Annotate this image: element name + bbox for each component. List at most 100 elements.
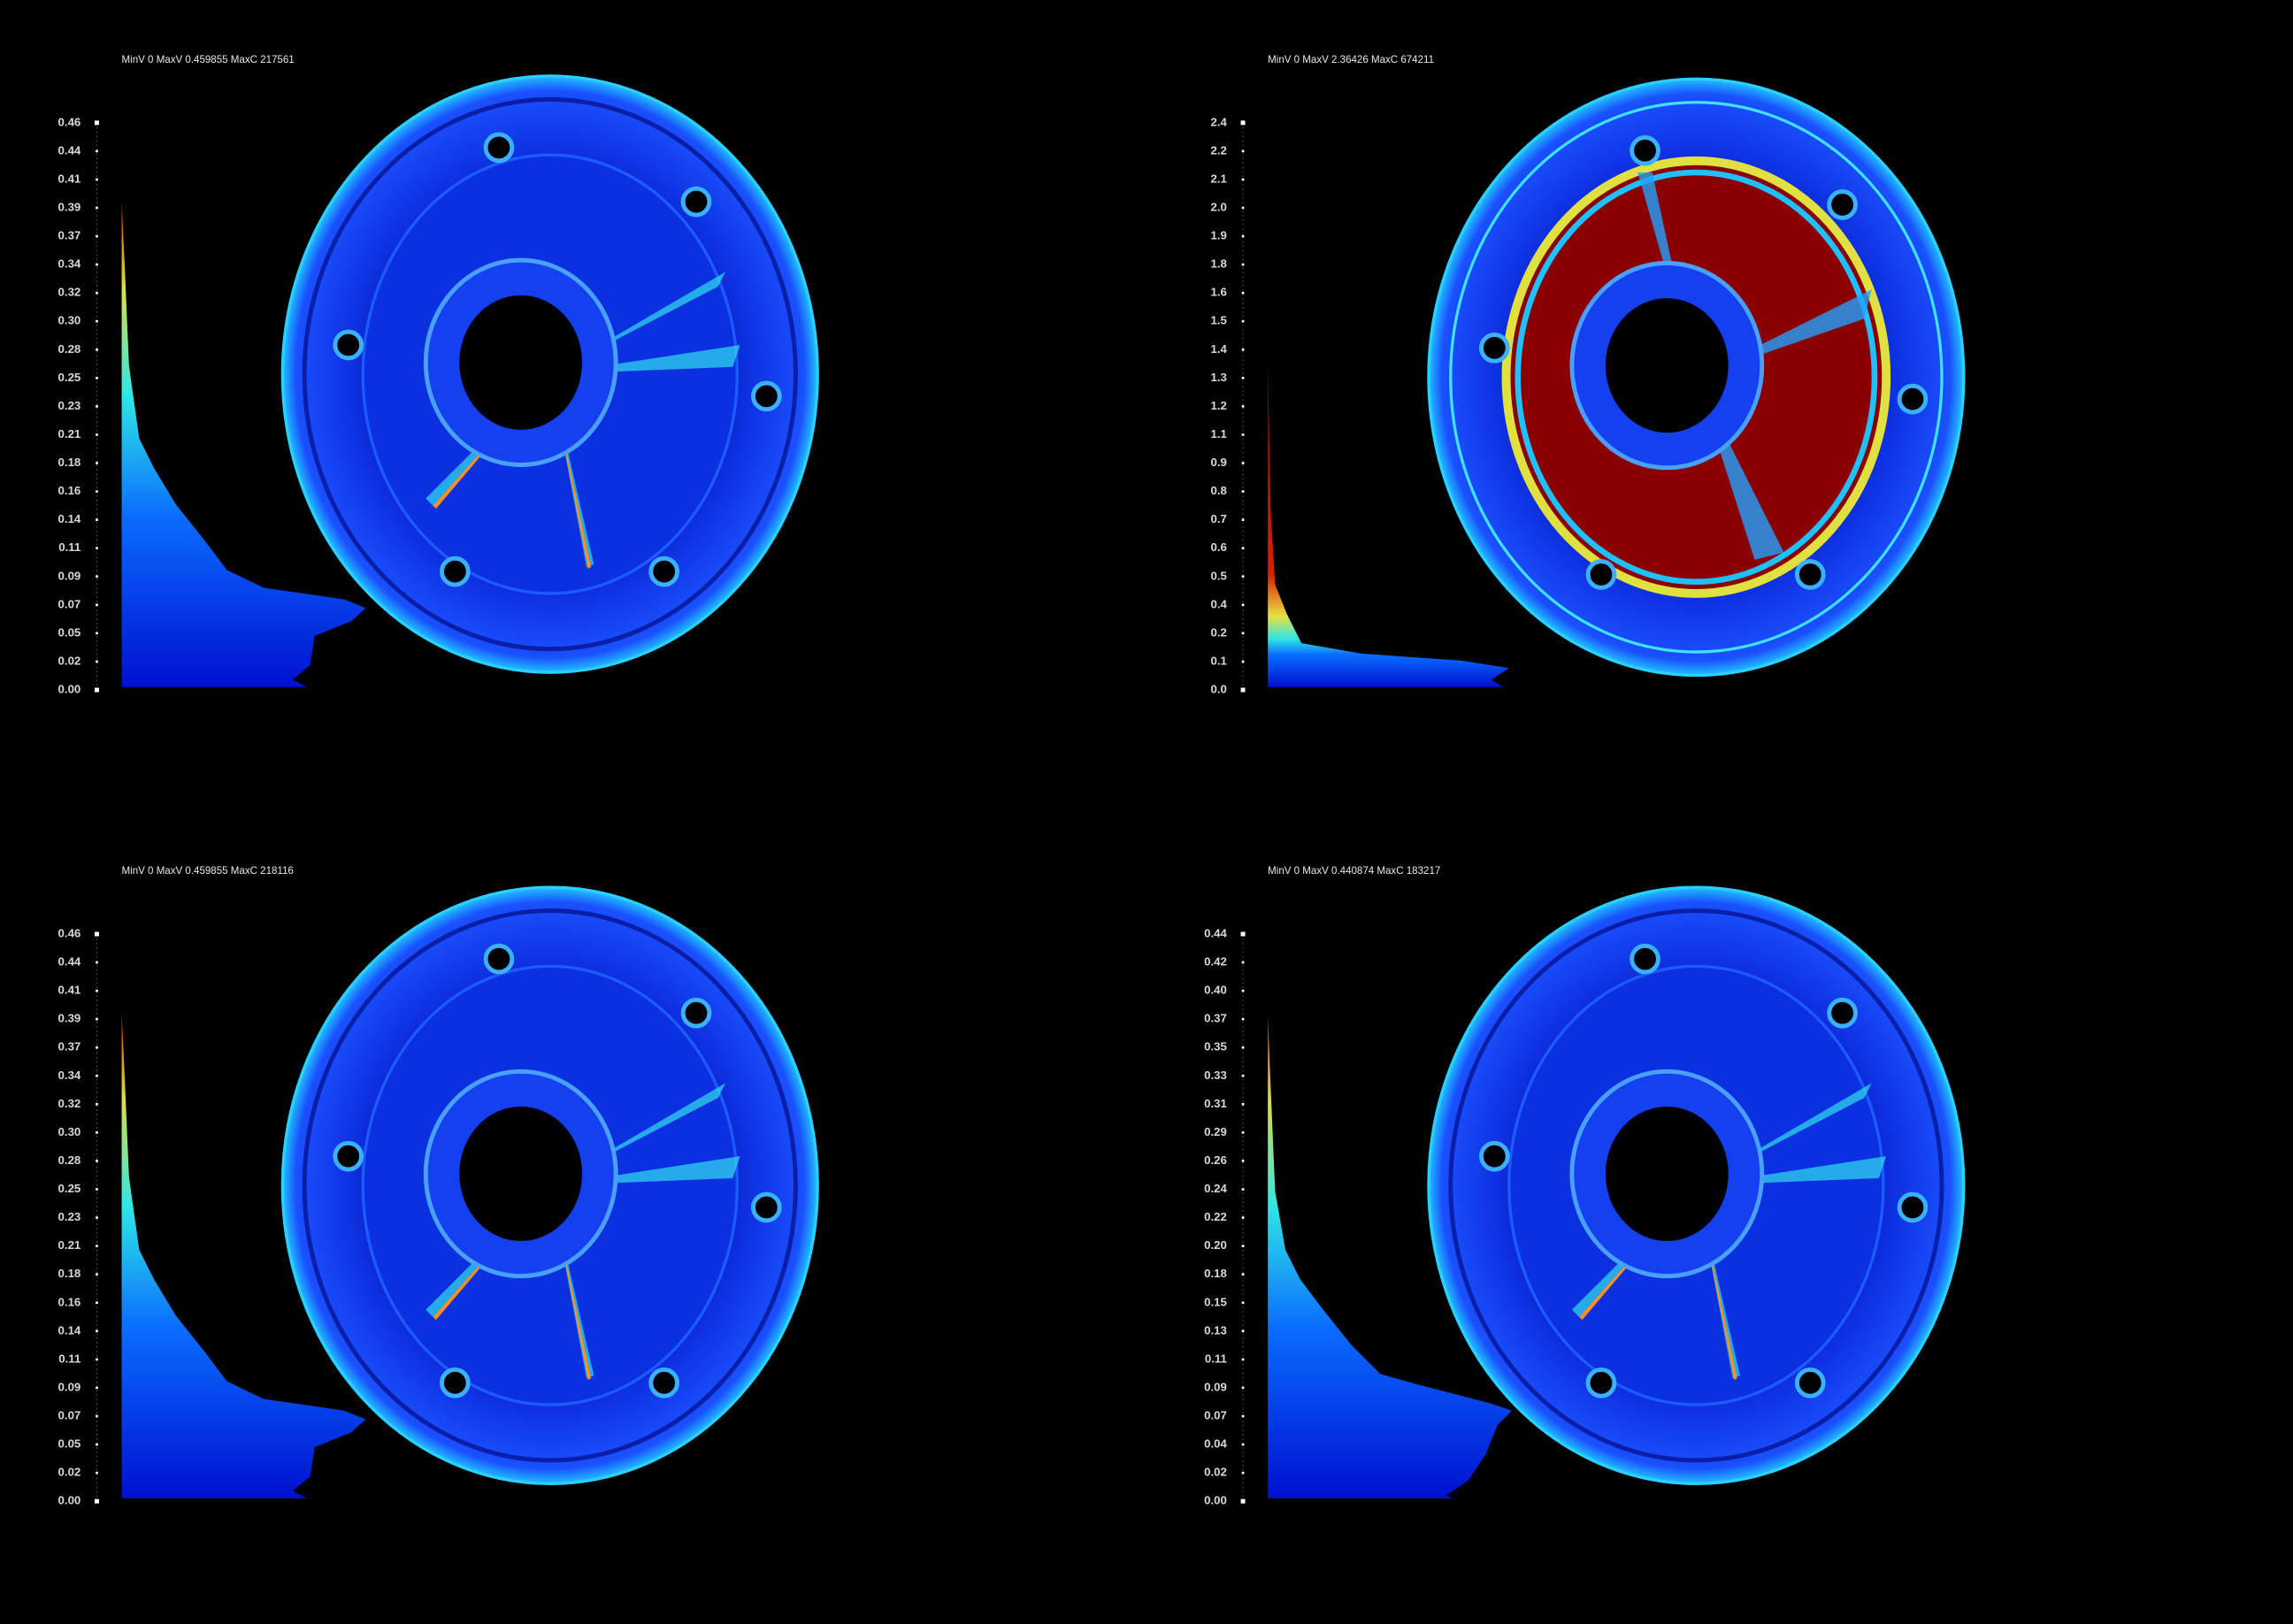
tick-label: 0.28	[58, 1153, 81, 1167]
tick-label: 0.24	[1204, 1182, 1227, 1195]
tick-label: 1.5	[1211, 314, 1227, 327]
tick-label: 0.0	[1211, 683, 1227, 696]
tick-mark	[1241, 1216, 1245, 1219]
tick-mark	[96, 1414, 98, 1418]
tick-mark	[1241, 348, 1245, 351]
tick-label: 0.23	[58, 1210, 81, 1223]
tick-mark	[96, 319, 98, 323]
tick-mark	[96, 405, 98, 408]
tick-label: 1.9	[1211, 229, 1227, 242]
tick-label: 0.30	[58, 314, 81, 327]
tick-label: 0.46	[58, 926, 81, 939]
tick-label: 0.09	[1204, 1380, 1227, 1393]
tick-label: 0.34	[58, 257, 81, 271]
tick-mark	[1241, 1358, 1245, 1361]
tick-label: 0.42	[1204, 955, 1227, 969]
tick-label: 0.44	[58, 955, 81, 969]
tick-label: 0.11	[58, 540, 81, 554]
tick-mark	[1241, 1471, 1245, 1475]
panel-header: MinV 0 MaxV 0.459855 MaxC 218116	[122, 866, 294, 877]
tick-mark	[94, 120, 99, 126]
tick-mark	[96, 263, 98, 266]
tick-mark	[1241, 1386, 1245, 1390]
mesh-render	[282, 887, 817, 1483]
tick-mark	[1241, 1188, 1245, 1191]
tick-label: 0.39	[58, 200, 81, 213]
tick-label: 0.37	[58, 229, 81, 242]
tick-mark	[96, 1188, 98, 1191]
tick-label: 0.9	[1211, 456, 1227, 469]
tick-mark	[1241, 234, 1245, 238]
tick-label: 0.30	[58, 1125, 81, 1138]
tick-label: 0.14	[58, 512, 81, 525]
tick-mark	[1241, 405, 1245, 408]
tick-mark	[1241, 178, 1245, 181]
tick-label: 2.1	[1211, 172, 1227, 185]
tick-mark	[1241, 490, 1245, 493]
tick-mark	[96, 1443, 98, 1446]
mesh-render	[1429, 887, 1964, 1483]
tick-mark	[1240, 931, 1246, 937]
tick-mark	[96, 1471, 98, 1475]
tick-label: 0.41	[58, 984, 81, 997]
tick-label: 0.34	[58, 1069, 81, 1082]
tick-label: 0.21	[58, 427, 81, 440]
tick-label: 0.25	[58, 371, 81, 384]
histogram	[1268, 365, 1509, 687]
tick-mark	[96, 348, 98, 351]
tick-label: 0.02	[1204, 1466, 1227, 1479]
tick-label: 0.11	[1205, 1352, 1227, 1365]
tick-mark	[1241, 1131, 1245, 1134]
tick-label: 0.44	[1204, 926, 1227, 939]
tick-label: 0.02	[58, 1466, 81, 1479]
tick-mark	[94, 1498, 99, 1504]
tick-label: 0.39	[58, 1012, 81, 1025]
tick-mark	[1241, 632, 1245, 635]
tick-mark	[96, 234, 98, 238]
tick-label: 0.00	[58, 1494, 81, 1507]
tick-mark	[1241, 518, 1245, 521]
tick-label: 2.2	[1211, 143, 1227, 157]
tick-label: 0.22	[1204, 1210, 1227, 1223]
tick-label: 0.15	[1204, 1295, 1227, 1308]
tick-mark	[96, 462, 98, 464]
tick-label: 0.4	[1211, 597, 1228, 610]
panel-header: MinV 0 MaxV 2.36426 MaxC 674211	[1268, 55, 1434, 65]
tick-label: 0.18	[58, 1267, 81, 1280]
panel-header: MinV 0 MaxV 0.440874 MaxC 183217	[1268, 866, 1440, 877]
tick-label: 0.26	[1204, 1153, 1227, 1167]
panel-header: MinV 0 MaxV 0.459855 MaxC 217561	[122, 55, 295, 65]
tick-mark	[1241, 1443, 1245, 1446]
tick-label: 0.28	[58, 342, 81, 356]
tick-mark	[1241, 1273, 1245, 1276]
tick-label: 0.05	[58, 1437, 81, 1451]
tick-mark	[1241, 1245, 1245, 1247]
tick-mark	[94, 931, 99, 937]
tick-label: 0.2	[1211, 625, 1227, 639]
tick-label: 0.31	[1204, 1097, 1227, 1110]
tick-label: 0.33	[1204, 1069, 1227, 1082]
tick-mark	[96, 1329, 98, 1333]
tick-label: 0.32	[58, 1097, 81, 1110]
tick-mark	[96, 178, 98, 181]
tick-mark	[1240, 120, 1246, 126]
tick-mark	[96, 632, 98, 635]
tick-mark	[1241, 603, 1245, 607]
tick-mark	[1241, 1074, 1245, 1077]
tick-mark	[96, 1358, 98, 1361]
tick-label: 1.1	[1211, 427, 1227, 440]
tick-label: 0.09	[58, 1380, 81, 1393]
tick-label: 2.4	[1211, 115, 1228, 128]
tick-mark	[1241, 377, 1245, 379]
tick-label: 0.7	[1211, 512, 1227, 525]
mesh-render	[282, 76, 817, 672]
tick-mark	[1241, 149, 1245, 153]
tick-label: 0.8	[1211, 484, 1227, 497]
tick-mark	[96, 206, 98, 210]
tick-mark	[96, 433, 98, 436]
tick-mark	[1241, 660, 1245, 663]
tick-mark	[96, 1245, 98, 1247]
histogram	[121, 1013, 366, 1498]
tick-mark	[96, 291, 98, 295]
